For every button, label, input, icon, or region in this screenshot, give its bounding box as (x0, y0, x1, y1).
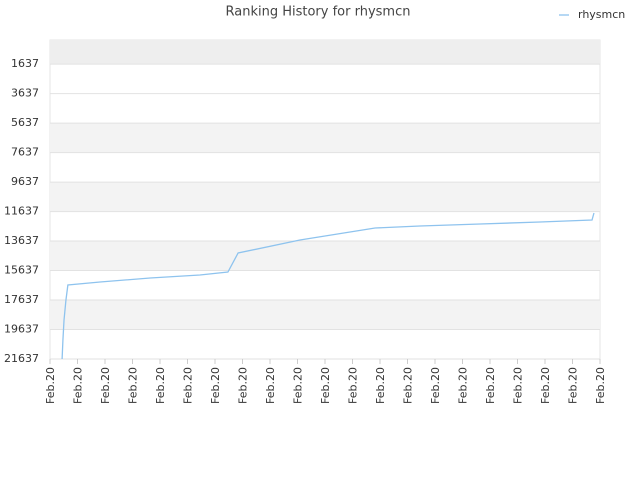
legend-label: rhysmcn (578, 8, 625, 21)
y-tick-label: 19637 (4, 323, 39, 336)
x-tick-label: Feb.20 (512, 367, 525, 404)
y-tick-label: 11637 (4, 205, 39, 218)
band (50, 40, 600, 65)
x-tick-label: Feb.20 (567, 367, 580, 404)
x-tick-label: Feb.20 (319, 367, 332, 404)
x-tick-label: Feb.20 (264, 367, 277, 404)
chart-title: Ranking History for rhysmcn (226, 5, 411, 20)
x-tick-label: Feb.20 (374, 367, 387, 404)
x-tick-label: Feb.20 (209, 367, 222, 404)
x-tick-label: Feb.20 (127, 367, 140, 404)
band (50, 182, 600, 212)
x-tick-label: Feb.20 (402, 367, 415, 404)
y-tick-label: 1637 (11, 57, 39, 70)
x-tick-label: Feb.20 (99, 367, 112, 404)
band (50, 123, 600, 153)
y-tick-label: 15637 (4, 264, 39, 277)
y-tick-label: 17637 (4, 293, 39, 306)
x-tick-label: Feb.20 (44, 367, 57, 404)
x-tick-label: Feb.20 (429, 367, 442, 404)
x-tick-label: Feb.20 (457, 367, 470, 404)
x-tick-label: Feb.20 (484, 367, 497, 404)
line (61, 212, 595, 360)
band (50, 241, 600, 271)
x-tick-label: Feb.20 (154, 367, 167, 404)
y-tick-label: 13637 (4, 234, 39, 247)
y-tick-label: 7637 (11, 146, 39, 159)
x-tick-label: Feb.20 (347, 367, 360, 404)
y-tick-label: 9637 (11, 175, 39, 188)
x-tick-label: Feb.20 (594, 367, 607, 404)
x-tick-label: Feb.20 (292, 367, 305, 404)
band (50, 300, 600, 330)
y-tick-label: 5637 (11, 116, 39, 129)
y-tick-label: 3637 (11, 87, 39, 100)
x-tick-label: Feb.20 (182, 367, 195, 404)
x-tick-label: Feb.20 (72, 367, 85, 404)
y-tick-label: 21637 (4, 352, 39, 365)
x-tick-label: Feb.20 (539, 367, 552, 404)
x-tick-label: Feb.20 (237, 367, 250, 404)
